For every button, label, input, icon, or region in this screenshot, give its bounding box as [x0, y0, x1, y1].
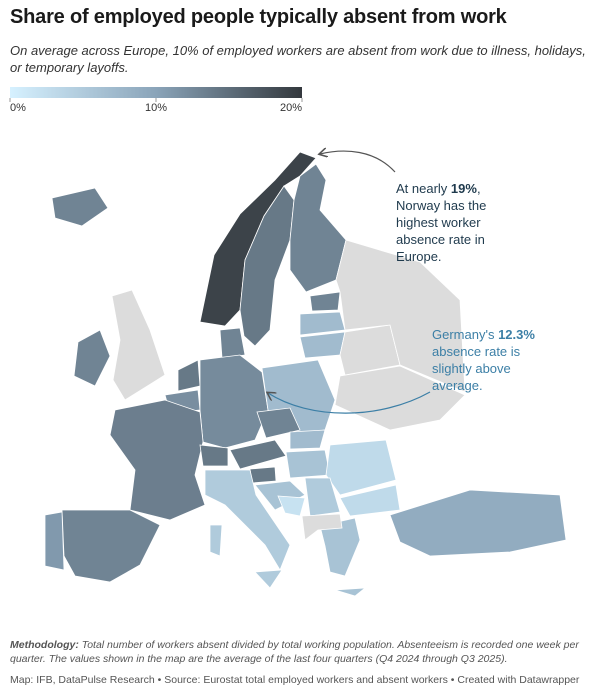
region: [325, 439, 397, 496]
region: [339, 484, 401, 517]
region: [199, 444, 229, 467]
region: [304, 477, 341, 517]
legend-label: 20%: [280, 102, 302, 114]
title: Share of employed people typically absen…: [10, 6, 507, 28]
region: [229, 439, 287, 470]
annotation: At nearly 19%, Norway has the highest wo…: [396, 180, 526, 265]
region: [254, 480, 306, 511]
annotation-arrow: [320, 151, 396, 173]
regions: [44, 151, 567, 597]
region: [277, 495, 306, 517]
region: [389, 489, 567, 557]
region: [256, 407, 301, 439]
region: [319, 517, 367, 597]
region: [285, 449, 331, 479]
methodology-text: Total number of workers absent divided b…: [10, 639, 579, 665]
annotation-arrow: [268, 391, 431, 414]
methodology-label: Methodology:: [10, 639, 79, 651]
annotation-text: Germany's: [432, 327, 499, 342]
region: [289, 429, 326, 450]
region: [177, 359, 201, 392]
region: [51, 187, 109, 227]
methodology: Methodology: Total number of workers abs…: [10, 638, 598, 666]
region: [299, 331, 346, 359]
region: [199, 354, 269, 449]
annotation-highlight: 12.3%: [498, 327, 535, 342]
annotation-text: absence rate is slightly above average.: [432, 344, 521, 393]
legend-label: 0%: [10, 102, 26, 114]
region: [301, 513, 343, 541]
region: [249, 466, 277, 484]
region: [73, 329, 111, 387]
region: [109, 399, 206, 521]
region: [219, 327, 246, 359]
region: [299, 311, 346, 336]
region: [204, 469, 291, 589]
legend-label: 10%: [145, 102, 167, 114]
region: [111, 289, 166, 401]
region: [309, 291, 341, 312]
source: Map: IFB, DataPulse Research • Source: E…: [10, 674, 580, 686]
annotation: Germany's 12.3% absence rate is slightly…: [432, 326, 552, 394]
region: [335, 239, 466, 393]
annotation-text: , Norway has the highest worker absence …: [396, 181, 487, 264]
subtitle: On average across Europe, 10% of employe…: [10, 43, 586, 75]
region: [61, 509, 161, 583]
annotation-highlight: 19%: [450, 181, 477, 196]
legend-bar: [10, 87, 302, 98]
region: [334, 365, 466, 431]
region: [44, 511, 65, 571]
annotation-text: At nearly: [396, 181, 451, 196]
